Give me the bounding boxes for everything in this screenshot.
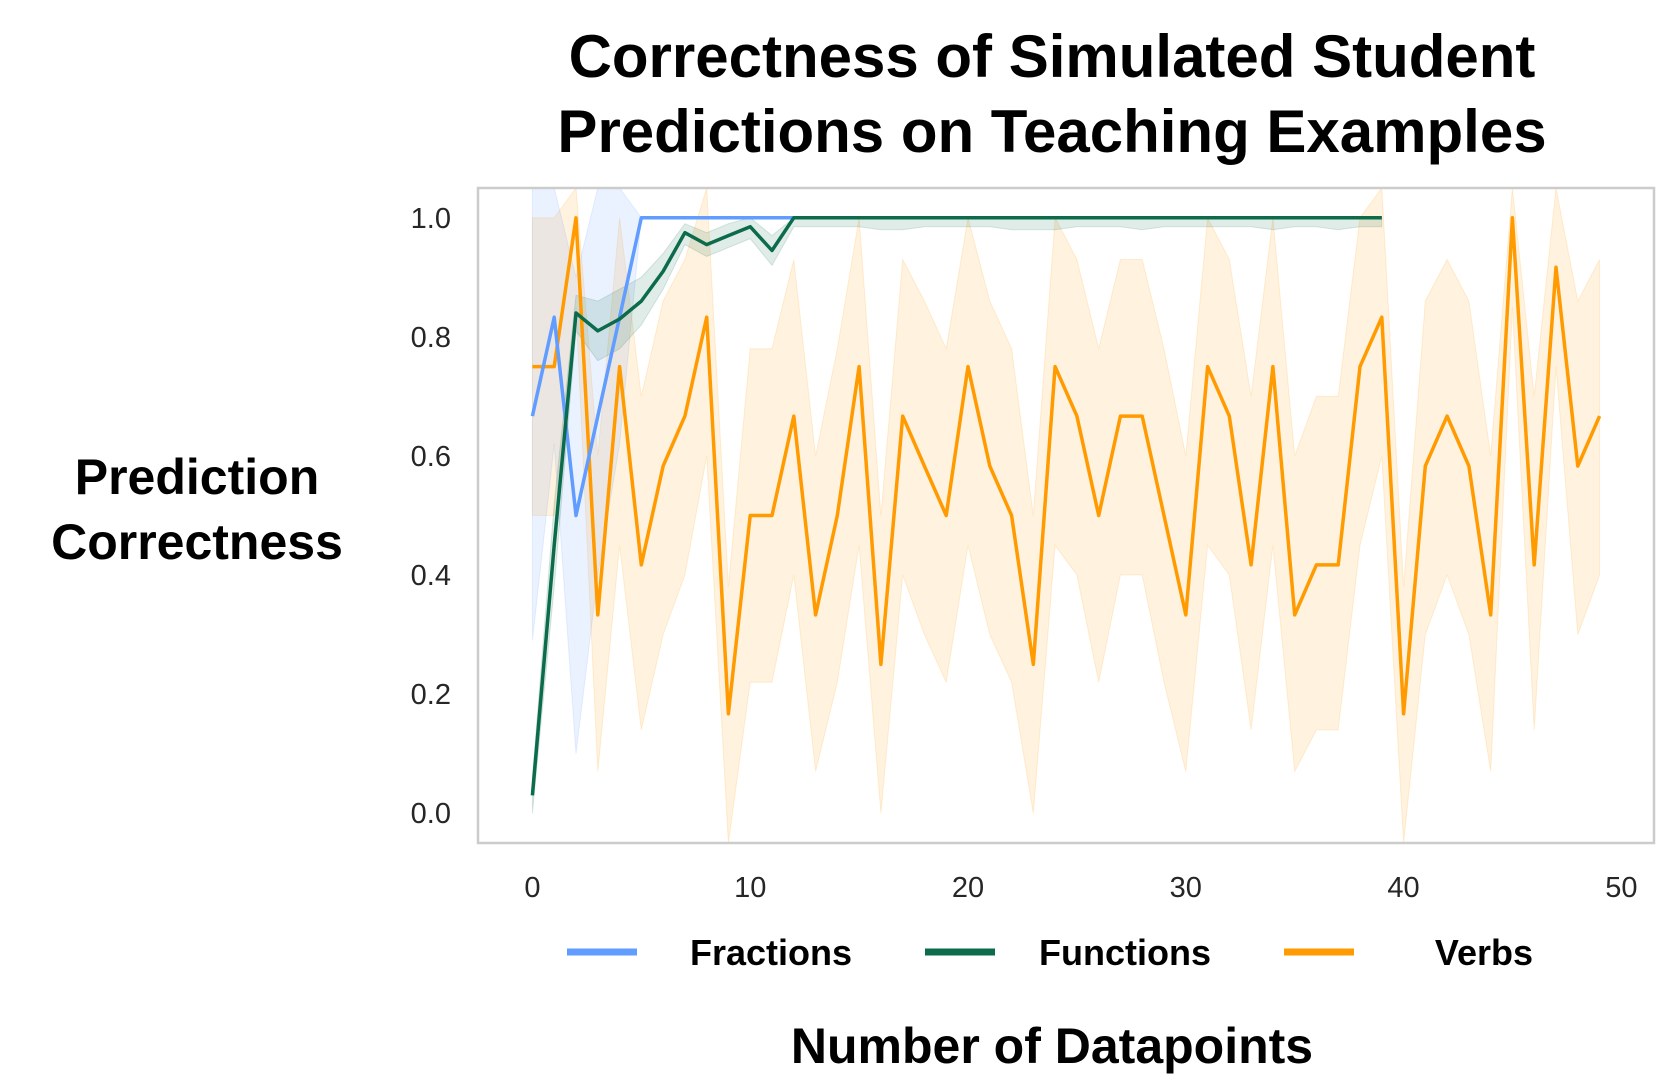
x-axis-title: Number of Datapoints	[791, 1018, 1313, 1074]
chart-title-line-2: Predictions on Teaching Examples	[557, 98, 1546, 165]
confidence-band-verbs	[531, 188, 1601, 843]
y-tick-label: 1.0	[411, 203, 451, 235]
x-tick-label: 40	[1387, 872, 1419, 904]
legend-label-verbs: Verbs	[1435, 932, 1533, 973]
plot-background	[478, 188, 1654, 843]
y-tick-label: 0.6	[411, 441, 451, 473]
x-tick-label: 0	[524, 872, 540, 904]
chart-title-line-1: Correctness of Simulated Student	[569, 23, 1536, 90]
series-line-functions	[530, 216, 1382, 796]
x-tick-label: 50	[1605, 872, 1637, 904]
legend-label-fractions: Fractions	[690, 932, 852, 973]
x-tick-label: 20	[952, 872, 984, 904]
legend: Fractions Functions Verbs	[567, 932, 1533, 973]
x-tick-label: 10	[734, 872, 766, 904]
y-tick-label: 0.8	[411, 322, 451, 354]
y-tick-label: 0.2	[411, 679, 451, 711]
y-axis-title-line-2: Correctness	[51, 514, 343, 570]
x-axis-ticks: 0 10 20 30 40 50	[524, 872, 1637, 904]
series-line-verbs	[532, 216, 1602, 716]
y-axis-ticks: 0.0 0.2 0.4 0.6 0.8 1.0	[411, 203, 451, 830]
y-tick-label: 0.4	[411, 560, 451, 592]
y-axis-title-line-1: Prediction	[75, 449, 319, 505]
plot-area	[476, 186, 1656, 845]
legend-label-functions: Functions	[1039, 932, 1211, 973]
y-tick-label: 0.0	[411, 798, 451, 830]
x-tick-label: 30	[1170, 872, 1202, 904]
plot-frame	[476, 186, 1656, 845]
